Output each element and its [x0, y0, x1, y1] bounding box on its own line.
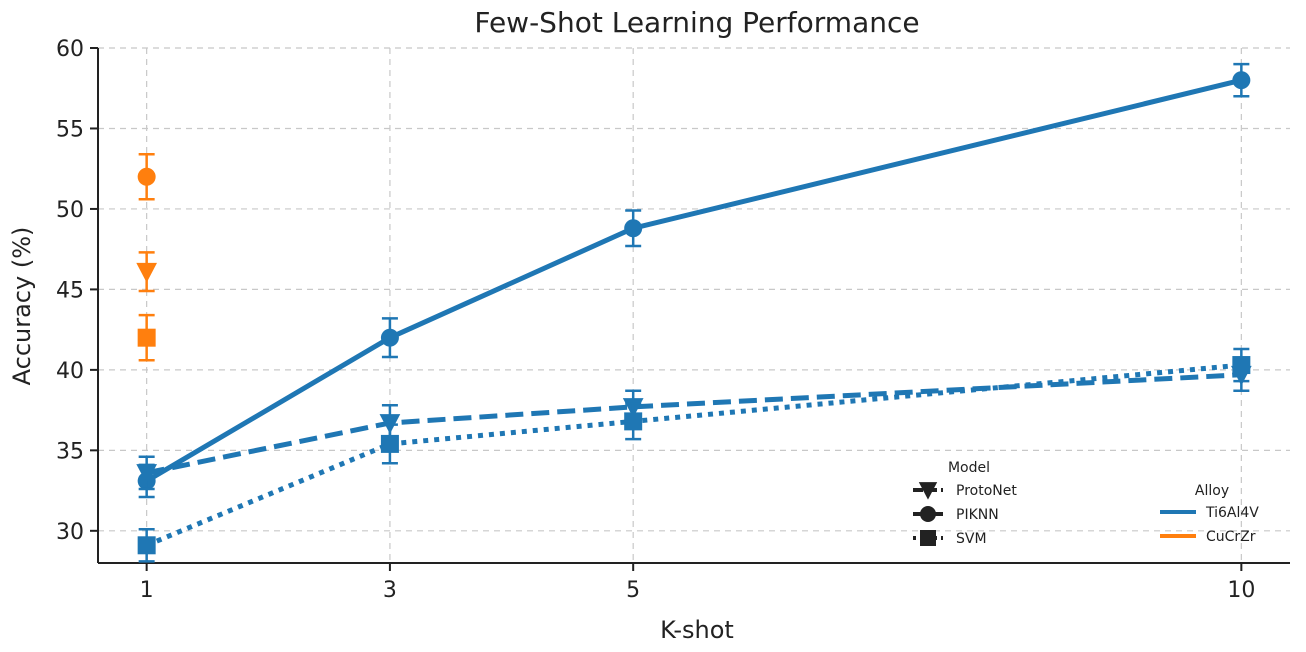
x-axis-label: K-shot	[660, 616, 734, 644]
data-point	[380, 434, 399, 453]
legend-model-label: SVM	[956, 531, 987, 547]
data-point	[136, 262, 158, 283]
legend-alloy-title: Alloy	[1195, 483, 1229, 499]
x-tick-label: 10	[1227, 578, 1255, 603]
legend-model: Model ProtoNet PIKNN SVM	[913, 460, 1017, 547]
legend-model-label: ProtoNet	[956, 483, 1017, 499]
y-tick-label: 55	[56, 117, 84, 142]
chart-title: Few-Shot Learning Performance	[474, 6, 919, 39]
series-ti6al4v-piknn	[137, 62, 1251, 499]
data-point	[137, 167, 156, 186]
y-tick-label: 45	[56, 278, 84, 303]
y-tick-label: 60	[56, 37, 84, 62]
series-cucrzr-piknn	[137, 152, 156, 201]
legend-model-title: Model	[948, 460, 990, 476]
series-ti6al4v-svm	[137, 347, 1251, 563]
x-tick-label: 3	[383, 578, 397, 603]
data-point	[1232, 356, 1251, 375]
data-point	[1232, 71, 1251, 90]
legend-marker	[920, 506, 936, 522]
series-line	[145, 77, 1242, 484]
legend-marker	[918, 482, 938, 500]
data-point	[624, 412, 643, 431]
data-point	[380, 328, 399, 347]
series-line	[145, 362, 1242, 548]
x-tick-label: 5	[626, 578, 640, 603]
y-tick-label: 40	[56, 359, 84, 384]
series-cucrzr-svm	[137, 313, 156, 362]
data-point	[136, 464, 158, 484]
y-tick-label: 35	[56, 439, 84, 464]
series-layer	[136, 62, 1252, 563]
y-axis-label: Accuracy (%)	[8, 227, 36, 386]
data-point	[137, 328, 156, 347]
legend-alloy: Alloy Ti6Al4V CuCrZr	[1160, 483, 1259, 545]
series-cucrzr-protonet	[136, 251, 158, 293]
grid	[98, 47, 1290, 563]
legend-alloy-label: Ti6Al4V	[1205, 505, 1259, 521]
y-tick-label: 30	[56, 520, 84, 545]
legend-marker	[920, 530, 936, 546]
series-line	[146, 372, 1242, 476]
y-tick-label: 50	[56, 198, 84, 223]
legend-model-label: PIKNN	[956, 507, 999, 523]
legend-alloy-label: CuCrZr	[1206, 529, 1256, 545]
data-point	[137, 536, 156, 555]
x-tick-label: 1	[140, 578, 154, 603]
data-point	[624, 219, 643, 238]
